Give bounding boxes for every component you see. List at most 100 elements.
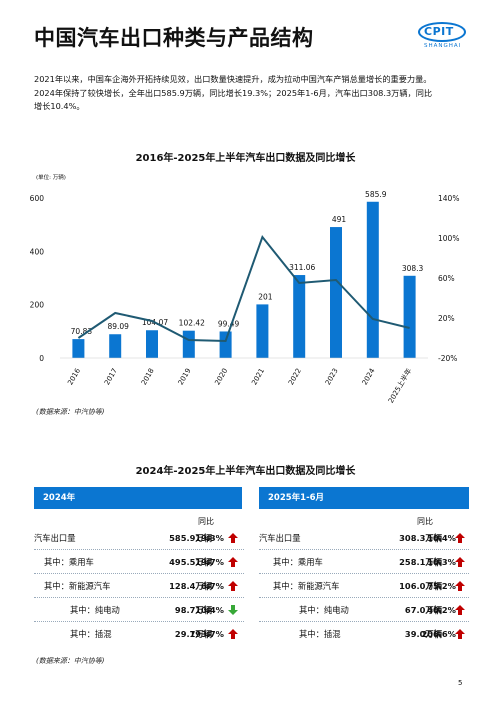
bar-data-label: 311.06	[289, 263, 315, 272]
row-separator	[34, 597, 244, 598]
x-tick-label: 2016	[66, 367, 82, 387]
arrow-up-icon	[455, 533, 465, 543]
intro-line: 增长10.4%。	[34, 101, 85, 111]
bar-data-label: 89.09	[107, 322, 129, 331]
bar-data-label: 308.3	[402, 264, 424, 273]
row-value: 585.9万辆	[169, 533, 212, 543]
arrow-up-icon	[455, 605, 465, 615]
x-tick-label: 2018	[140, 367, 156, 386]
logo-ring-icon	[418, 22, 466, 42]
row-separator	[34, 573, 244, 574]
bar	[146, 330, 158, 358]
row-value: 258.1万辆	[399, 557, 442, 567]
bar	[293, 275, 306, 358]
y2-tick-label: 20%	[438, 314, 455, 323]
bar	[182, 330, 195, 358]
tables-title: 2024年-2025年上半年汽车出口数据及同比增长	[135, 466, 356, 477]
table-row: 汽车出口量 585.9万辆 19.3%	[34, 529, 244, 547]
bar	[256, 304, 269, 358]
arrow-up-icon	[455, 557, 465, 567]
row-label: 其中：新能源汽车	[44, 581, 111, 591]
page-number: 5	[458, 679, 463, 687]
bar	[109, 334, 122, 358]
table-header-2024: 2024年	[34, 487, 242, 509]
row-yoy: 10.3%	[427, 557, 456, 567]
row-yoy: 206.6%	[421, 629, 456, 639]
row-yoy: 10.4%	[427, 533, 456, 543]
arrow-up-icon	[228, 533, 238, 543]
bar	[403, 275, 416, 358]
table-row: 汽车出口量 308.3万辆 10.4%	[259, 529, 469, 547]
chart-unit-label: (单位: 万辆)	[36, 173, 66, 181]
x-tick-label: 2019	[177, 367, 193, 386]
row-label: 其中：新能源汽车	[273, 581, 340, 591]
logo-text: CPIT	[424, 25, 454, 38]
arrow-up-icon	[228, 629, 238, 639]
arrow-up-icon	[228, 581, 238, 591]
y-tick-label: 600	[30, 194, 45, 203]
table-row: 其中：乘用车 495.5万辆 19.7%	[34, 553, 244, 571]
table-row: 其中：插混 29.7万辆 193.7%	[34, 625, 244, 643]
bar-data-label: 491	[332, 215, 347, 224]
table-row: 其中：纯电动 98.7万辆 10.4%	[34, 601, 244, 619]
bar-data-label: 70.83	[71, 327, 93, 336]
bar-data-label: 102.42	[179, 319, 205, 328]
x-tick-label: 2024	[361, 367, 377, 387]
yoy-label-left: 同比	[198, 517, 214, 526]
row-separator	[34, 621, 244, 622]
table-row: 其中：纯电动 67.0万辆 40.2%	[259, 601, 469, 619]
arrow-down-icon	[228, 605, 238, 615]
row-label: 其中：纯电动	[299, 605, 349, 615]
row-separator	[259, 549, 469, 550]
y2-tick-label: 100%	[438, 234, 459, 243]
bar-data-label: 201	[258, 292, 273, 301]
table-row: 其中：乘用车 258.1万辆 10.3%	[259, 553, 469, 571]
yoy-growth-line	[77, 234, 410, 343]
row-value: 67.0万辆	[404, 605, 442, 615]
row-separator	[34, 549, 244, 550]
bar	[330, 227, 342, 358]
row-yoy: 193.7%	[189, 629, 224, 639]
row-yoy: 6.7%	[200, 581, 224, 591]
row-value: 128.4万辆	[169, 581, 212, 591]
export-chart: (单位: 万辆) 0 200 400 600 -20% 20% 60% 100% 140% 70.8…	[30, 173, 460, 405]
x-tick-label: 2023	[324, 367, 340, 386]
tables-source: (数据来源：中汽协等)	[36, 657, 105, 665]
table-header-2025h1: 2025年1-6月	[259, 487, 469, 509]
bar	[366, 201, 379, 358]
row-label: 其中：乘用车	[44, 557, 94, 567]
row-value: 39.0万辆	[404, 629, 442, 639]
y-tick-label: 400	[30, 247, 45, 256]
bar	[219, 331, 232, 358]
y2-tick-label: 140%	[438, 194, 459, 203]
row-separator	[259, 621, 469, 622]
row-label: 汽车出口量	[34, 533, 76, 543]
page-title: 中国汽车出口种类与产品结构	[34, 26, 314, 50]
table-row: 其中：新能源汽车 106.0万辆 75.2%	[259, 577, 469, 595]
chart-title: 2016年-2025年上半年汽车出口数据及同比增长	[135, 153, 356, 164]
y-tick-label: 0	[39, 354, 44, 363]
row-yoy: 19.3%	[195, 533, 224, 543]
row-label: 其中：乘用车	[273, 557, 323, 567]
bar-data-label: 99.49	[218, 319, 240, 328]
arrow-up-icon	[455, 581, 465, 591]
logo-subtext: SHANGHAI	[424, 43, 462, 49]
intro-paragraph: 2021年以来，中国车企海外开拓持续见效，出口数量快速提升，成为拉动中国汽车产销…	[34, 73, 466, 114]
x-tick-label: 2021	[250, 367, 266, 386]
cpit-logo: CPIT SHANGHAI	[418, 22, 468, 52]
x-tick-label: 2025上半年	[386, 367, 413, 405]
intro-line: 2024年保持了较快增长，全年出口585.9万辆，同比增长19.3%；2025年…	[34, 87, 433, 98]
row-yoy: 75.2%	[427, 581, 456, 591]
y2-tick-label: -20%	[438, 354, 457, 363]
table-row: 其中：插混 39.0万辆 206.6%	[259, 625, 469, 643]
arrow-up-icon	[228, 557, 238, 567]
row-value: 29.7万辆	[174, 629, 212, 639]
table-row: 其中：新能源汽车 128.4万辆 6.7%	[34, 577, 244, 595]
yoy-label-right: 同比	[417, 517, 433, 526]
row-separator	[259, 573, 469, 574]
intro-line: 2021年以来，中国车企海外开拓持续见效，出口数量快速提升，成为拉动中国汽车产销…	[34, 74, 432, 84]
y2-tick-label: 60%	[438, 274, 455, 283]
y-tick-label: 200	[30, 301, 45, 310]
row-label: 汽车出口量	[259, 533, 301, 543]
row-value: 106.0万辆	[399, 581, 442, 591]
